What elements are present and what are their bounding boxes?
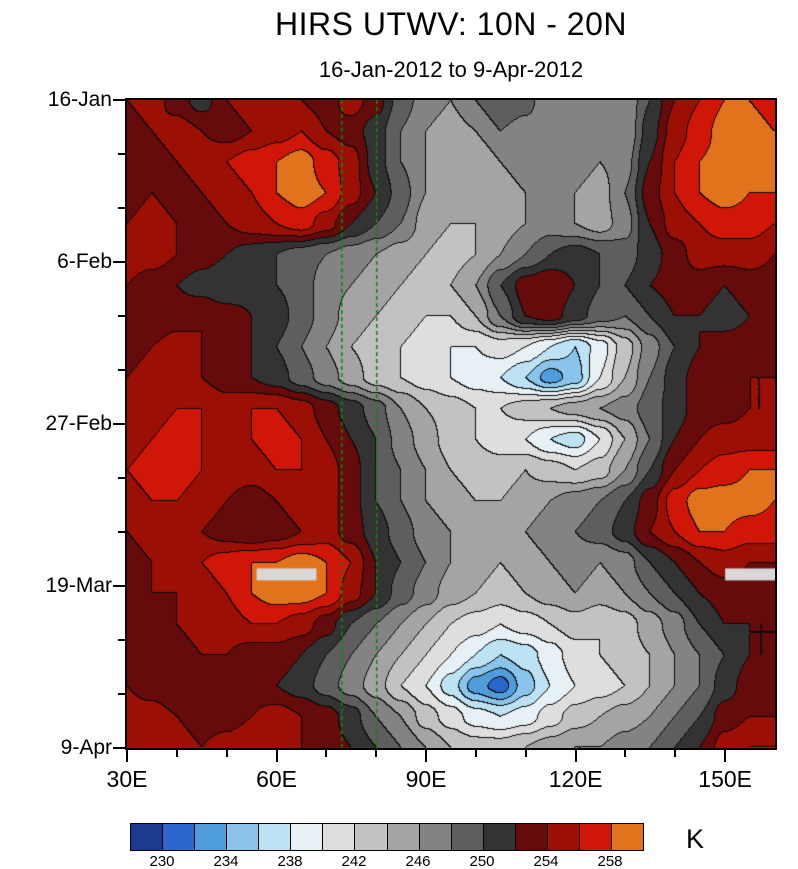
x-major-tick: [275, 750, 278, 762]
y-tick-label: 19-Mar: [45, 574, 112, 597]
x-minor-tick: [524, 750, 527, 757]
y-tick-label: 6-Feb: [57, 250, 112, 273]
y-major-tick: [113, 585, 125, 587]
colorbar-segment: [483, 824, 516, 850]
plot-area: [125, 98, 777, 750]
y-major-tick: [113, 747, 125, 749]
chart-title: HIRS UTWV: 10N - 20N: [275, 6, 627, 42]
x-tick-label: 150E: [698, 766, 752, 792]
y-major-tick: [113, 423, 125, 425]
x-minor-tick: [225, 750, 228, 757]
colorbar-tick-label: 254: [533, 853, 559, 869]
colorbar-segments: [130, 823, 644, 851]
y-minor-tick: [118, 693, 125, 695]
y-minor-tick: [118, 207, 125, 209]
x-major-tick: [574, 750, 577, 762]
y-minor-tick: [118, 369, 125, 371]
y-tick-label: 16-Jan: [47, 88, 112, 111]
y-minor-tick: [118, 315, 125, 317]
y-tick-label: 27-Feb: [45, 412, 112, 435]
x-minor-tick: [624, 750, 627, 757]
colorbar-tick-label: 250: [469, 853, 495, 869]
y-major-tick: [113, 261, 125, 263]
colorbar-tick-label: 230: [149, 853, 175, 869]
colorbar-segment: [451, 824, 484, 850]
colorbar-segment: [547, 824, 580, 850]
x-major-tick: [126, 750, 128, 762]
x-tick-label: 90E: [405, 766, 447, 792]
colorbar-segment: [227, 824, 260, 850]
colorbar-segment: [355, 824, 388, 850]
y-minor-tick: [118, 153, 125, 155]
colorbar-segment: [419, 824, 452, 850]
x-major-tick: [425, 750, 428, 762]
x-tick-label: 30E: [106, 766, 148, 792]
colorbar-segment: [195, 824, 228, 850]
x-minor-tick: [474, 750, 477, 757]
colorbar-segment: [131, 824, 164, 850]
colorbar-segment: [579, 824, 612, 850]
x-tick-label: 60E: [256, 766, 297, 792]
colorbar-segment: [611, 824, 643, 850]
heatmap-canvas: [127, 100, 775, 748]
colorbar-segment: [387, 824, 420, 850]
colorbar-tick-label: 238: [277, 853, 303, 869]
colorbar-tick-label: 258: [597, 853, 623, 869]
y-minor-tick: [118, 639, 125, 641]
x-major-tick: [724, 750, 727, 762]
colorbar-segment: [259, 824, 292, 850]
x-minor-tick: [325, 750, 328, 757]
y-major-tick: [113, 99, 125, 101]
chart-subtitle: 16-Jan-2012 to 9-Apr-2012: [318, 57, 584, 82]
colorbar-segment: [515, 824, 548, 850]
x-minor-tick: [674, 750, 677, 757]
x-minor-tick: [175, 750, 178, 757]
colorbar-segment: [163, 824, 196, 850]
y-minor-tick: [118, 477, 125, 479]
y-tick-label: 9-Apr: [60, 736, 112, 759]
y-minor-tick: [118, 531, 125, 533]
colorbar-tick-label: 242: [341, 853, 367, 869]
colorbar-unit-label: K: [686, 824, 705, 854]
colorbar-segment: [291, 824, 324, 850]
colorbar-segment: [323, 824, 356, 850]
colorbar-tick-label: 234: [213, 853, 239, 869]
x-minor-tick: [375, 750, 378, 757]
x-tick-label: 120E: [548, 766, 603, 792]
colorbar-tick-label: 246: [405, 853, 431, 869]
